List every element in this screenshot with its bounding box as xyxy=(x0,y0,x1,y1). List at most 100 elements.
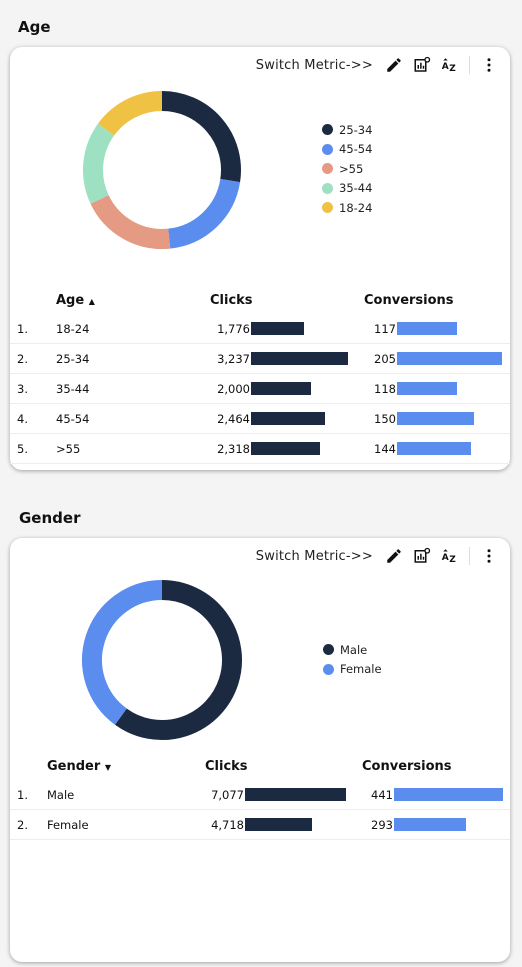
clicks-value: 2,318 xyxy=(217,442,250,456)
legend-dot xyxy=(323,644,334,656)
row-index: 2. xyxy=(17,818,28,832)
legend-dot xyxy=(322,124,333,136)
legend-item: 25-34 xyxy=(322,120,372,140)
table-row[interactable]: 5. >55 2,318 144 xyxy=(10,434,510,464)
conversions-value: 205 xyxy=(374,352,396,366)
table-row[interactable]: 3. 35-44 2,000 118 xyxy=(10,374,510,404)
clicks-value: 2,464 xyxy=(217,412,250,426)
table-header: Gender ▼ Clicks Conversions xyxy=(10,754,510,780)
more-vert-icon[interactable] xyxy=(480,547,498,565)
chart-settings-icon[interactable] xyxy=(413,56,431,74)
gender-legend: Male Female xyxy=(323,640,382,679)
clicks-value: 7,077 xyxy=(211,788,244,802)
row-index: 2. xyxy=(17,352,28,366)
legend-item: >55 xyxy=(322,159,372,179)
sort-asc-icon: ▲ xyxy=(88,297,95,306)
clicks-value: 3,237 xyxy=(217,352,250,366)
legend-label: Female xyxy=(340,662,382,677)
table-row[interactable]: 1. 18-24 1,776 117 xyxy=(10,314,510,344)
legend-label: 25-34 xyxy=(339,122,373,137)
legend-label: 45-54 xyxy=(339,142,373,157)
legend-item: Female xyxy=(323,660,382,680)
table-header: Age ▲ Clicks Conversions xyxy=(10,288,510,314)
age-sort-header[interactable]: Age ▲ xyxy=(56,293,95,308)
gender-table: Gender ▼ Clicks Conversions 1. Male 7,077 4… xyxy=(10,754,510,840)
donut-slice-female[interactable] xyxy=(82,580,163,725)
conversions-value: 118 xyxy=(374,382,396,396)
clicks-value: 2,000 xyxy=(217,382,250,396)
conversions-bar xyxy=(397,322,457,335)
age-donut-chart xyxy=(83,91,241,249)
conversions-value: 150 xyxy=(374,412,396,426)
legend-dot xyxy=(323,663,334,675)
edit-pencil-icon[interactable] xyxy=(385,56,403,74)
clicks-bar xyxy=(251,412,325,425)
age-table: Age ▲ Clicks Conversions 1. 18-24 1,776 117… xyxy=(10,288,510,464)
conversions-value: 117 xyxy=(374,322,396,336)
clicks-bar xyxy=(251,352,348,365)
header-label: Gender xyxy=(47,759,101,774)
row-label: >55 xyxy=(56,442,81,456)
row-label: 18-24 xyxy=(56,322,90,336)
legend-item: 35-44 xyxy=(322,179,372,199)
clicks-value: 1,776 xyxy=(217,322,250,336)
conversions-header[interactable]: Conversions xyxy=(362,759,452,774)
svg-text:Z: Z xyxy=(449,64,456,74)
legend-dot xyxy=(322,163,333,175)
donut-slice--55[interactable] xyxy=(90,194,171,249)
clicks-header[interactable]: Clicks xyxy=(205,759,248,774)
legend-label: Male xyxy=(340,642,368,657)
table-row[interactable]: 2. 25-34 3,237 205 xyxy=(10,344,510,374)
row-label: 25-34 xyxy=(56,352,90,366)
legend-label: >55 xyxy=(339,161,364,176)
legend-item: 45-54 xyxy=(322,140,372,160)
gender-sort-header[interactable]: Gender ▼ xyxy=(47,759,111,774)
conversions-value: 441 xyxy=(371,788,393,802)
row-index: 4. xyxy=(17,412,28,426)
table-row[interactable]: 1. Male 7,077 441 xyxy=(10,780,510,810)
row-index: 1. xyxy=(17,322,28,336)
more-vert-icon[interactable] xyxy=(480,56,498,74)
svg-text:Z: Z xyxy=(449,555,456,565)
row-index: 3. xyxy=(17,382,28,396)
conversions-bar xyxy=(397,352,502,365)
table-row[interactable]: 2. Female 4,718 293 xyxy=(10,810,510,840)
conversions-bar xyxy=(397,442,471,455)
conversions-bar xyxy=(397,412,474,425)
conversions-value: 144 xyxy=(374,442,396,456)
legend-dot xyxy=(322,182,333,194)
legend-item: Male xyxy=(323,640,382,660)
switch-metric-button[interactable]: Switch Metric->> xyxy=(255,57,373,73)
donut-slice-45-54[interactable] xyxy=(167,178,241,249)
donut-slice-male[interactable] xyxy=(114,580,242,740)
conversions-bar xyxy=(394,818,466,831)
conversions-value: 293 xyxy=(371,818,393,832)
conversions-header[interactable]: Conversions xyxy=(364,293,454,308)
row-label: Female xyxy=(47,818,89,832)
gender-section-title: Gender xyxy=(19,509,81,527)
chart-settings-icon[interactable] xyxy=(413,547,431,565)
clicks-value: 4,718 xyxy=(211,818,244,832)
legend-item: 18-24 xyxy=(322,198,372,218)
table-row[interactable]: 4. 45-54 2,464 150 xyxy=(10,404,510,434)
donut-slice-25-34[interactable] xyxy=(161,91,241,183)
edit-pencil-icon[interactable] xyxy=(385,547,403,565)
legend-label: 18-24 xyxy=(339,200,373,215)
donut-slice-35-44[interactable] xyxy=(83,123,115,204)
row-label: 45-54 xyxy=(56,412,90,426)
age-section-title: Age xyxy=(18,18,51,36)
donut-slice-18-24[interactable] xyxy=(97,91,163,136)
clicks-header[interactable]: Clicks xyxy=(210,293,253,308)
legend-dot xyxy=(322,143,333,155)
row-index: 1. xyxy=(17,788,28,802)
age-legend: 25-34 45-54 >55 35-44 18-24 xyxy=(322,120,372,218)
clicks-bar xyxy=(245,818,312,831)
switch-metric-button[interactable]: Switch Metric->> xyxy=(255,548,373,564)
conversions-bar xyxy=(397,382,457,395)
